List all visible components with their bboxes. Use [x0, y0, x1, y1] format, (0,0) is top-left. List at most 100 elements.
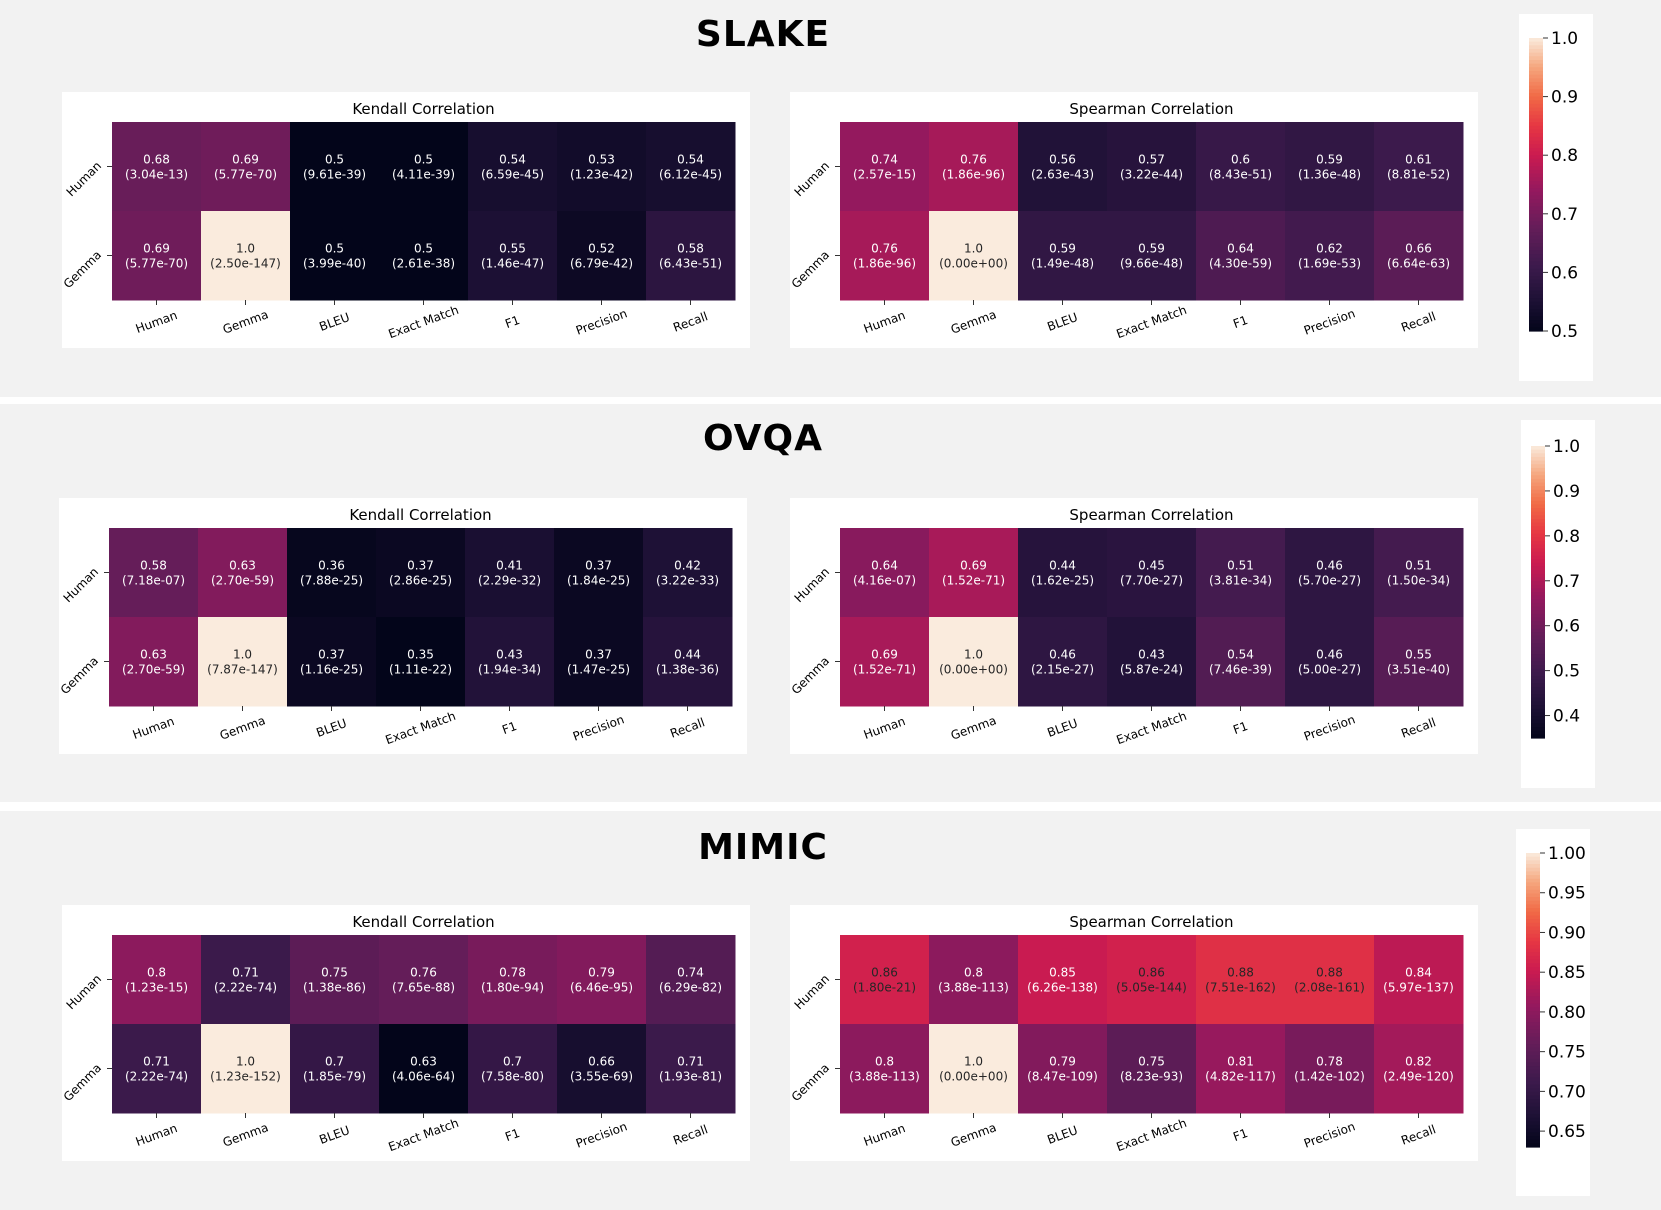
cell-p-value-label: (4.16e-07)	[853, 574, 916, 588]
colorbar-segment	[1526, 1007, 1540, 1012]
colorbar-segment	[1531, 584, 1545, 589]
colorbar-segment	[1531, 683, 1545, 688]
cell-value-label: 0.82	[1405, 1055, 1432, 1069]
colorbar-segment	[1529, 301, 1543, 306]
heatmap-cell	[112, 211, 202, 301]
heatmap-cell	[929, 935, 1019, 1025]
cell-value-label: 0.75	[1138, 1055, 1165, 1069]
colorbar-segment	[1531, 529, 1545, 535]
colorbar-segment	[1529, 257, 1543, 263]
y-tick-label: Human	[792, 159, 833, 200]
cell-p-value-label: (7.88e-25)	[300, 574, 363, 588]
colorbar-segment	[1531, 610, 1545, 615]
cell-p-value-label: (8.23e-93)	[1120, 1070, 1183, 1084]
colorbar-segment	[1526, 966, 1540, 972]
chart-title: Spearman Correlation	[1069, 506, 1233, 524]
colorbar-segment	[1526, 1036, 1540, 1042]
colorbar-segment	[1531, 464, 1545, 469]
cell-value-label: 0.5	[414, 153, 433, 167]
colorbar-segment	[1526, 1066, 1540, 1071]
heatmap-cell	[468, 1024, 558, 1114]
chart-title: Kendall Correlation	[352, 913, 494, 931]
cell-value-label: 0.79	[588, 966, 615, 980]
cell-p-value-label: (7.70e-27)	[1120, 574, 1183, 588]
colorbar-segment	[1529, 122, 1543, 127]
heatmap-cell	[112, 122, 202, 212]
colorbar-segment	[1526, 1128, 1540, 1133]
heatmap-cell	[287, 528, 377, 618]
colorbar-card: 0.65 0.70 0.75 0.80 0.85 0.90 0.95 1.00	[1516, 829, 1590, 1196]
x-tick-label: Exact Match	[1114, 709, 1188, 747]
cell-p-value-label: (7.46e-39)	[1209, 663, 1272, 677]
colorbar-segment	[1526, 926, 1540, 931]
cell-p-value-label: (2.22e-74)	[125, 1070, 188, 1084]
colorbar-segment	[1531, 562, 1545, 568]
colorbar-segment	[1529, 151, 1543, 156]
colorbar-segment	[1526, 1099, 1540, 1104]
x-tick-label: Precision	[1302, 1119, 1357, 1150]
cell-p-value-label: (9.66e-48)	[1120, 257, 1183, 271]
heatmap-cell	[379, 1024, 469, 1114]
cell-p-value-label: (2.50e-147)	[210, 257, 281, 271]
cell-p-value-label: (3.22e-44)	[1120, 168, 1183, 182]
colorbar-segment	[1531, 617, 1545, 622]
heatmap-card: Kendall Correlation 0.58 (7.18e-07) 0.63 (2.…	[58, 498, 747, 754]
colorbar-card: 0.5 0.6 0.7 0.8 0.9 1.0	[1519, 14, 1593, 381]
colorbar-segment	[1529, 232, 1543, 237]
colorbar-segment	[1526, 1000, 1540, 1005]
colorbar-segment	[1526, 974, 1540, 979]
x-tick-label: Recall	[1399, 715, 1437, 740]
cell-value-label: 0.84	[1405, 966, 1432, 980]
colorbar-segment	[1531, 456, 1545, 462]
colorbar-segment	[1526, 1143, 1540, 1148]
cell-value-label: 0.69	[143, 242, 170, 256]
heatmap-cell	[376, 528, 466, 618]
colorbar-segment	[1531, 705, 1545, 710]
cell-value-label: 0.5	[325, 242, 344, 256]
colorbar-segment	[1531, 515, 1545, 520]
colorbar-segment	[1529, 140, 1543, 145]
cell-value-label: 0.6	[1231, 153, 1250, 167]
heatmap-cell	[840, 211, 930, 301]
colorbar-tick-label: 0.90	[1548, 923, 1586, 943]
heatmap-cell	[1107, 935, 1197, 1025]
colorbar-tick-label: 0.5	[1553, 662, 1580, 682]
heatmap-cell	[468, 935, 558, 1025]
y-tick-label: Gemma	[58, 654, 101, 697]
x-tick-label: Gemma	[221, 1120, 270, 1149]
heatmap-cell	[1196, 617, 1286, 707]
cell-p-value-label: (6.59e-45)	[481, 168, 544, 182]
chart-title: Spearman Correlation	[1069, 100, 1233, 118]
colorbar-segment	[1529, 85, 1543, 90]
chart-title: Spearman Correlation	[1069, 913, 1233, 931]
y-tick-label: Gemma	[789, 654, 832, 697]
colorbar-tick-label: 0.4	[1553, 707, 1580, 727]
colorbar-tick-label: 0.6	[1551, 263, 1578, 283]
colorbar-segment	[1529, 52, 1543, 57]
heatmap-cell	[557, 211, 647, 301]
heatmap-cell	[929, 122, 1019, 212]
colorbar-segment	[1529, 144, 1543, 149]
y-tick-label: Gemma	[61, 248, 104, 291]
cell-value-label: 0.54	[499, 153, 526, 167]
colorbar-segment	[1529, 78, 1543, 83]
colorbar-segment	[1529, 155, 1543, 160]
colorbar-segment	[1529, 96, 1543, 101]
colorbar-segment	[1531, 727, 1545, 732]
spearman-heatmap: Spearman Correlation0.86(1.80e-21)0.8(3.…	[789, 913, 1464, 1154]
cell-p-value-label: (2.57e-15)	[853, 168, 916, 182]
cell-p-value-label: (1.80e-21)	[853, 981, 916, 995]
cell-value-label: 0.68	[143, 153, 170, 167]
heatmap-cell	[468, 122, 558, 212]
cell-value-label: 1.0	[236, 242, 255, 256]
colorbar-tick-label: 1.0	[1553, 437, 1580, 457]
x-tick-label: BLEU	[1045, 1123, 1079, 1147]
cell-value-label: 0.59	[1049, 242, 1076, 256]
heatmap-cell	[1018, 211, 1108, 301]
colorbar-segment	[1529, 312, 1543, 317]
colorbar-segment	[1531, 621, 1545, 626]
cell-value-label: 0.37	[407, 559, 434, 573]
cell-value-label: 1.0	[964, 242, 983, 256]
colorbar-segment	[1526, 878, 1540, 883]
colorbar-segment	[1531, 577, 1545, 582]
